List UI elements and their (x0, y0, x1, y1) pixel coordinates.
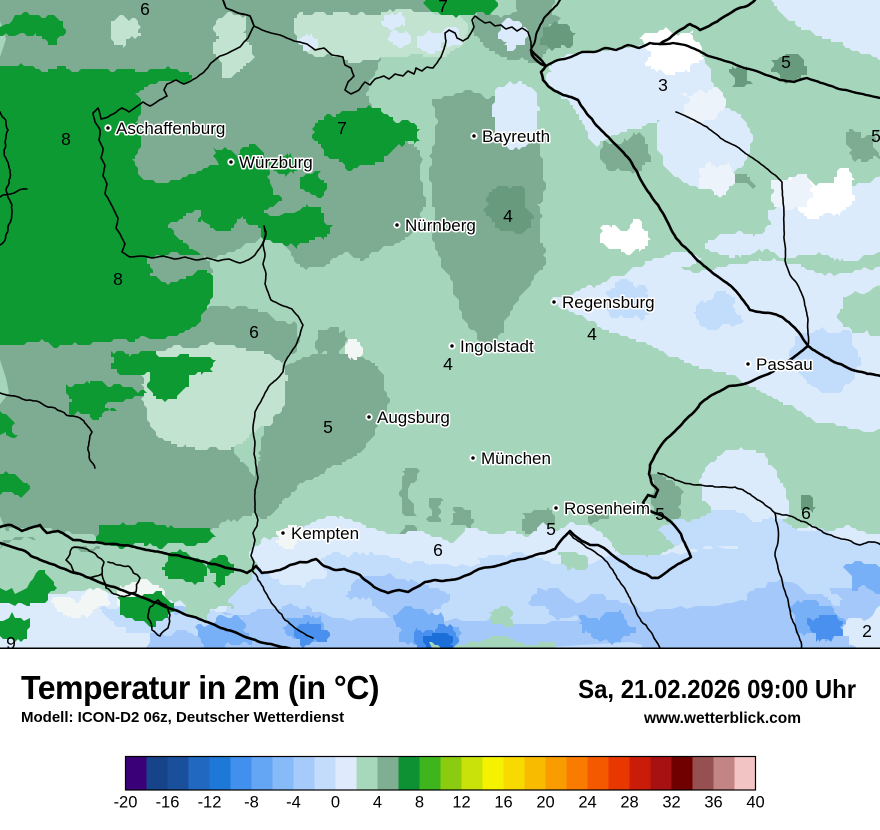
svg-text:5: 5 (871, 126, 880, 146)
svg-text:8: 8 (113, 269, 123, 289)
svg-text:Aschaffenburg: Aschaffenburg (116, 119, 225, 138)
svg-text:24: 24 (578, 794, 596, 812)
svg-text:7: 7 (337, 118, 347, 138)
svg-text:5: 5 (655, 504, 665, 524)
svg-text:Regensburg: Regensburg (562, 293, 655, 312)
svg-text:9: 9 (6, 633, 16, 649)
svg-text:Ingolstadt: Ingolstadt (460, 337, 534, 356)
svg-text:Nürnberg: Nürnberg (405, 216, 476, 235)
svg-text:Augsburg: Augsburg (377, 408, 450, 427)
svg-text:5: 5 (781, 52, 791, 72)
svg-text:8: 8 (415, 794, 424, 812)
svg-text:6: 6 (249, 322, 259, 342)
svg-text:40: 40 (746, 794, 764, 812)
svg-text:32: 32 (662, 794, 680, 812)
svg-text:20: 20 (536, 794, 554, 812)
svg-text:3: 3 (658, 75, 668, 95)
svg-text:36: 36 (704, 794, 722, 812)
svg-text:5: 5 (323, 417, 333, 437)
svg-text:2: 2 (862, 621, 872, 641)
svg-text:16: 16 (494, 794, 512, 812)
svg-text:6: 6 (433, 540, 443, 560)
svg-text:12: 12 (452, 794, 470, 812)
svg-text:4: 4 (373, 794, 382, 812)
svg-text:-16: -16 (156, 794, 180, 812)
svg-text:4: 4 (503, 206, 513, 226)
svg-text:-4: -4 (286, 794, 301, 812)
svg-text:-8: -8 (244, 794, 259, 812)
svg-text:7: 7 (438, 0, 448, 16)
svg-text:6: 6 (801, 503, 811, 523)
svg-text:Rosenheim: Rosenheim (564, 499, 650, 518)
svg-text:4: 4 (443, 354, 453, 374)
svg-text:6: 6 (140, 0, 150, 19)
svg-text:0: 0 (331, 794, 340, 812)
svg-text:Würzburg: Würzburg (239, 153, 313, 172)
svg-text:-12: -12 (198, 794, 222, 812)
svg-text:Bayreuth: Bayreuth (482, 127, 550, 146)
svg-text:München: München (481, 449, 551, 468)
svg-text:4: 4 (587, 324, 597, 344)
svg-text:5: 5 (546, 519, 556, 539)
svg-text:Passau: Passau (756, 355, 813, 374)
svg-text:Kempten: Kempten (291, 524, 359, 543)
svg-text:-20: -20 (114, 794, 138, 812)
svg-text:28: 28 (620, 794, 638, 812)
svg-text:8: 8 (61, 129, 71, 149)
